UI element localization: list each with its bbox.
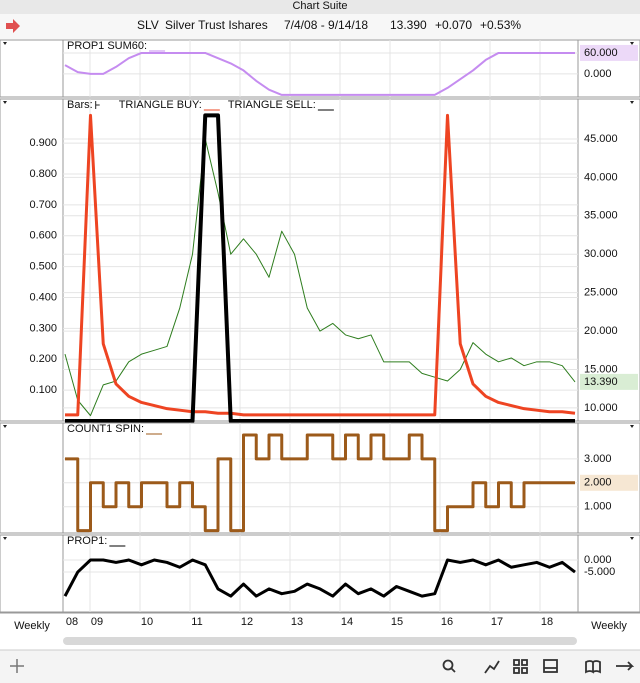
tick-highlight <box>580 564 638 581</box>
series-line <box>64 138 576 417</box>
y-tick-label: 2.000 <box>584 477 612 489</box>
tick-highlight <box>580 474 638 491</box>
menu-arrow <box>630 425 634 428</box>
series-line <box>63 558 576 598</box>
y-tick-label: 0.600 <box>29 230 57 242</box>
y-tick-label: 0.200 <box>29 353 57 365</box>
legend-label: Bars: <box>67 99 93 111</box>
x-tick-label: 11 <box>191 616 202 628</box>
panel <box>0 422 640 534</box>
search-button[interactable] <box>442 659 456 673</box>
legend-label: PROP1: <box>67 535 107 547</box>
y-tick-label: 10.000 <box>584 402 618 414</box>
scrollbar[interactable] <box>63 637 577 645</box>
security-name: Silver Trust Ishares <box>165 18 268 32</box>
menu-arrow <box>630 101 634 104</box>
y-tick-label: 3.000 <box>584 453 612 465</box>
book-button[interactable] <box>585 660 601 674</box>
series-line <box>65 113 575 423</box>
arrow-icon[interactable] <box>6 19 20 33</box>
bar-icon <box>95 101 100 109</box>
y-tick-label: 45.000 <box>584 133 618 145</box>
series-line <box>65 433 575 533</box>
y-tick-label: 0.300 <box>29 322 57 334</box>
series-line <box>64 51 575 96</box>
change-pct: +0.53% <box>480 18 521 32</box>
y-tick-label: 40.000 <box>584 171 618 183</box>
x-tick-label: 09 <box>91 616 103 628</box>
y-tick-label: 0.100 <box>29 384 57 396</box>
period-right[interactable]: Weekly <box>591 620 627 632</box>
x-tick-label: 08 <box>66 616 78 628</box>
panel <box>0 534 640 613</box>
y-tick-label: 0.000 <box>584 554 612 566</box>
legend-label: TRIANGLE SELL: <box>228 99 316 111</box>
y-tick-label: 15.000 <box>584 363 618 375</box>
y-tick-label: 0.500 <box>29 261 57 273</box>
menu-arrow <box>3 101 7 104</box>
panel <box>0 98 640 422</box>
share-button[interactable] <box>616 661 635 671</box>
window-title: Chart Suite <box>292 0 347 12</box>
y-tick-label: 35.000 <box>584 210 618 222</box>
last-price: 13.390 <box>390 18 427 32</box>
change: +0.070 <box>435 18 472 32</box>
date-range: 7/4/08 - 9/14/18 <box>284 18 368 32</box>
y-tick-label: 0.900 <box>29 137 57 149</box>
x-tick-label: 14 <box>341 616 353 628</box>
y-tick-label: 0.700 <box>29 199 57 211</box>
x-tick-label: 18 <box>541 616 553 628</box>
draw-button[interactable] <box>484 660 500 674</box>
y-tick-label: 1.000 <box>584 501 612 513</box>
legend-label: COUNT1 SPIN: <box>67 423 144 435</box>
y-tick-label: 60.000 <box>584 47 618 59</box>
y-tick-label: 0.800 <box>29 168 57 180</box>
x-tick-label: 17 <box>491 616 503 628</box>
add-button[interactable] <box>10 659 24 673</box>
y-tick-label: 30.000 <box>584 248 618 260</box>
series-line <box>65 113 576 417</box>
panel-button[interactable] <box>543 659 558 673</box>
legend-label: TRIANGLE BUY: <box>119 99 202 111</box>
last-label: 13.390 <box>584 376 618 388</box>
x-axis-bar <box>0 613 640 633</box>
y-tick-label: 0.400 <box>29 291 57 303</box>
toolbar <box>0 650 640 683</box>
x-tick-label: 16 <box>441 616 453 628</box>
period-left[interactable]: Weekly <box>14 620 50 632</box>
legend-label: PROP1 SUM60: <box>67 40 147 52</box>
y-tick-label: 25.000 <box>584 287 618 299</box>
header-bar <box>0 14 640 39</box>
menu-arrow <box>630 42 634 45</box>
panel <box>0 39 640 98</box>
layout-button[interactable] <box>513 659 528 674</box>
menu-arrow <box>3 537 7 540</box>
y-tick-label: -5.000 <box>584 566 615 578</box>
x-tick-label: 13 <box>291 616 303 628</box>
x-tick-label: 10 <box>141 616 153 628</box>
last-highlight <box>580 373 638 390</box>
x-tick-label: 12 <box>241 616 253 628</box>
charts: 60.000 0.000 PROP1 SUM60: 0.100 0.200 0.300 0.… <box>0 39 640 613</box>
title-bar <box>0 0 640 14</box>
y-tick-label: 20.000 <box>584 325 618 337</box>
menu-arrow <box>630 537 634 540</box>
y-tick-label: 0.000 <box>584 68 612 80</box>
tick-highlight <box>580 44 638 61</box>
x-tick-label: 15 <box>391 616 403 628</box>
menu-arrow <box>3 425 7 428</box>
menu-arrow <box>3 42 7 45</box>
symbol: SLV <box>137 18 159 32</box>
